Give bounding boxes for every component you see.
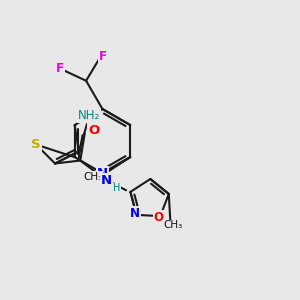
Text: N: N <box>130 207 140 220</box>
Text: F: F <box>99 50 107 64</box>
Text: H: H <box>113 184 121 194</box>
Text: CH₃: CH₃ <box>163 220 182 230</box>
Text: S: S <box>32 138 41 151</box>
Text: O: O <box>154 211 164 224</box>
Text: CH₃: CH₃ <box>83 172 103 182</box>
Text: NH₂: NH₂ <box>78 109 100 122</box>
Text: F: F <box>56 62 64 75</box>
Text: O: O <box>88 124 99 137</box>
Text: N: N <box>100 174 112 187</box>
Text: N: N <box>97 167 108 180</box>
